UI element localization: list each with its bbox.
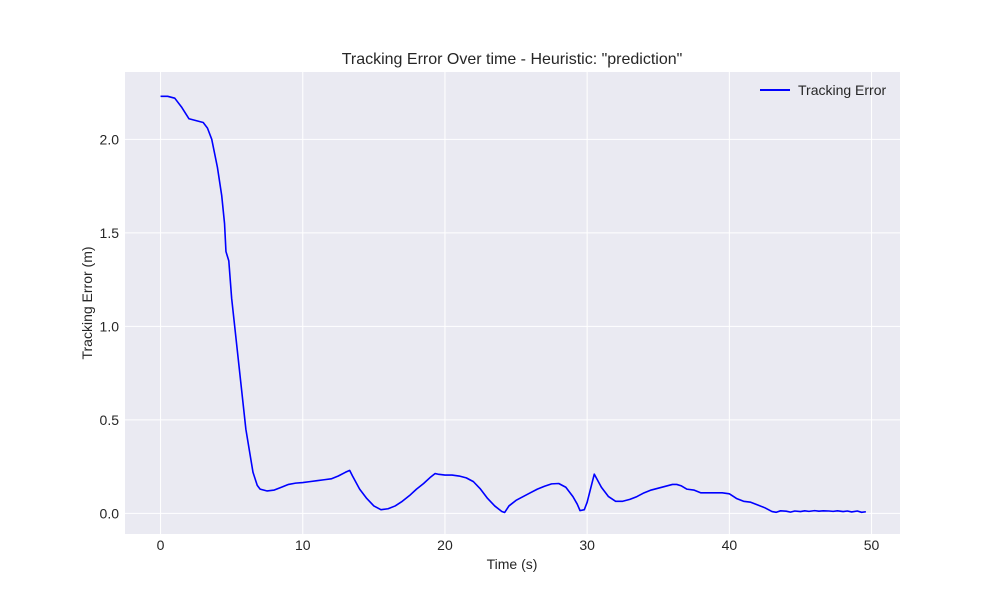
x-tick-label: 40 bbox=[722, 537, 738, 553]
y-tick-label: 1.5 bbox=[100, 225, 120, 241]
x-tick-label: 0 bbox=[157, 537, 165, 553]
y-tick-label: 0.0 bbox=[100, 505, 120, 521]
series-layer bbox=[160, 95, 866, 514]
y-tick-label: 0.5 bbox=[100, 412, 120, 428]
series-line-tracking-error bbox=[160, 95, 866, 514]
plot-area bbox=[125, 72, 900, 534]
x-tick-label: 20 bbox=[437, 537, 453, 553]
grid bbox=[125, 72, 900, 534]
x-tick-label: 50 bbox=[864, 537, 880, 553]
x-axis-ticks: 0 10 20 30 40 50 bbox=[157, 537, 880, 553]
y-axis-ticks: 0.0 0.5 1.0 1.5 2.0 bbox=[100, 131, 120, 521]
y-tick-label: 1.0 bbox=[100, 318, 120, 334]
x-tick-label: 10 bbox=[295, 537, 311, 553]
y-axis-label: Tracking Error (m) bbox=[79, 246, 95, 359]
chart-title: Tracking Error Over time - Heuristic: "p… bbox=[342, 51, 683, 68]
x-tick-label: 30 bbox=[579, 537, 595, 553]
legend-label-tracking-error: Tracking Error bbox=[798, 82, 887, 98]
y-tick-label: 2.0 bbox=[100, 131, 120, 147]
x-axis-label: Time (s) bbox=[487, 556, 538, 572]
legend: Tracking Error bbox=[760, 82, 887, 98]
